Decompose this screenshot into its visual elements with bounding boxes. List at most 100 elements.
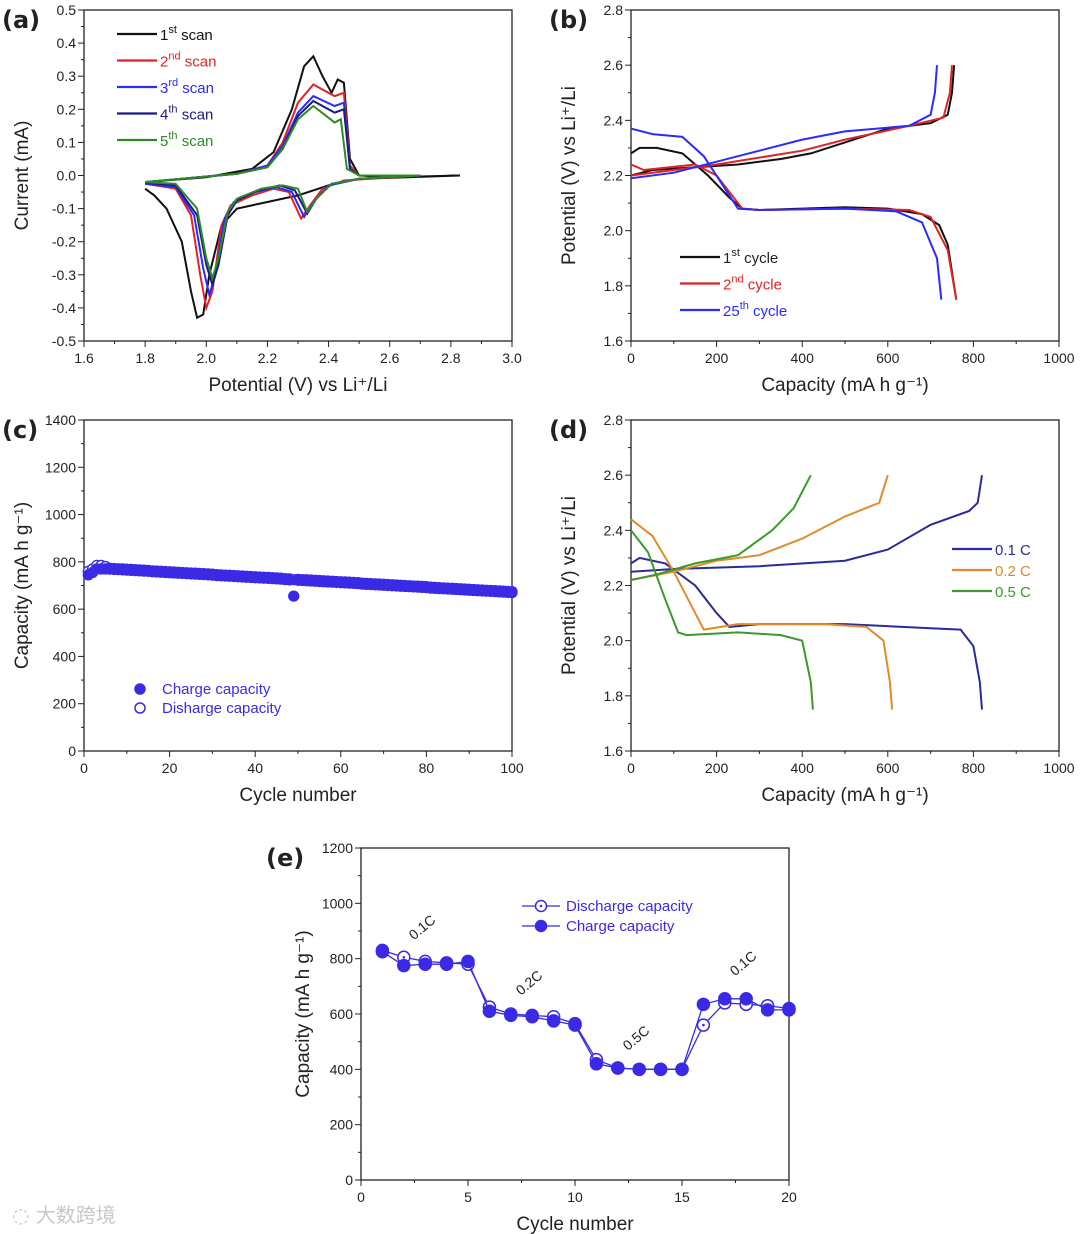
y-tick-label: 400 <box>53 648 77 664</box>
series-Charge-capacity <box>375 945 796 1077</box>
charge-curve <box>630 65 956 177</box>
legend-label: 5th scan <box>160 130 213 150</box>
charge-curve <box>630 475 983 573</box>
data-point <box>439 957 454 971</box>
x-tick-label: 10 <box>567 1189 583 1205</box>
y-tick-label: 1000 <box>45 507 76 523</box>
data-point <box>506 586 518 599</box>
discharge-curve <box>630 163 958 300</box>
discharge-curve <box>630 529 814 710</box>
x-tick-label: 600 <box>876 350 900 366</box>
data-point <box>611 1061 625 1075</box>
charge-curve <box>630 65 938 180</box>
panel-label: (a) <box>2 6 40 34</box>
y-tick-label: 0 <box>345 1172 353 1188</box>
y-tick-label: 2.6 <box>604 467 624 483</box>
x-tick-label: 200 <box>705 760 729 776</box>
x-tick-label: 80 <box>419 760 435 776</box>
series-0.2-C <box>630 474 894 710</box>
y-tick-label: 0 <box>68 743 76 759</box>
series-1st-cycle <box>630 65 958 300</box>
data-point-dot <box>702 1023 705 1027</box>
y-tick-label: 400 <box>330 1061 354 1077</box>
charge-curve <box>630 65 953 177</box>
series-2nd-cycle <box>630 65 958 300</box>
y-tick-label: 2.8 <box>604 412 624 428</box>
x-tick-label: 2.2 <box>258 350 278 366</box>
panel-c: 0 20 40 60 80 1000200400600800100012001400Cyc… <box>2 412 524 806</box>
y-tick-label: 2.0 <box>604 223 624 239</box>
data-point <box>546 1014 561 1028</box>
watermark: ◌ 大数跨境 <box>12 1203 116 1227</box>
x-tick-label: 0 <box>357 1189 365 1205</box>
data-point-dot <box>402 955 406 959</box>
y-tick-label: 2.0 <box>604 633 624 649</box>
legend-label: 25th cycle <box>723 300 787 320</box>
discharge-curve <box>630 127 943 300</box>
cv-curve <box>144 54 461 320</box>
y-tick-label: 1.6 <box>604 333 624 349</box>
data-point <box>568 1018 582 1032</box>
x-tick-label: 20 <box>162 760 178 776</box>
y-tick-label: -0.1 <box>52 201 76 217</box>
data-point <box>482 1004 497 1018</box>
x-axis-title: Capacity (mA h g⁻¹) <box>761 785 928 806</box>
x-tick-label: 600 <box>876 760 900 776</box>
series-0.5-C <box>630 474 814 710</box>
rate-annotation: 0.2C <box>513 967 546 998</box>
data-point <box>632 1062 646 1077</box>
y-tick-label: 2.8 <box>604 2 624 18</box>
y-tick-label: -0.2 <box>52 234 76 250</box>
legend-label: 2nd cycle <box>723 274 782 294</box>
legend-label: 0.1 C <box>995 542 1031 559</box>
legend-label: 1st scan <box>160 24 213 44</box>
legend-marker-dot <box>539 904 543 908</box>
legend-label: Disharge capacity <box>162 700 282 717</box>
legend-label: 2nd scan <box>160 51 216 71</box>
panel-d: 0 200 400 600 800 1000 1.6 1.8 2.0 2.2 2.4 2.6 2.8 Ca… <box>549 412 1075 806</box>
y-tick-label: 0.1 <box>57 134 77 150</box>
series-25th-cycle <box>630 65 943 300</box>
legend-marker <box>534 919 548 933</box>
y-tick-label: 1.8 <box>604 688 624 704</box>
y-tick-label: 0.0 <box>57 168 77 184</box>
y-tick-label: 600 <box>330 1006 354 1022</box>
y-tick-label: 0.3 <box>57 68 77 84</box>
y-tick-label: 1.6 <box>604 743 624 759</box>
series-Charge-capacity <box>82 563 518 602</box>
y-tick-label: -0.3 <box>52 267 76 283</box>
legend-label: Charge capacity <box>162 681 271 698</box>
y-axis-title: Potential (V) vs Li⁺/Li <box>559 86 580 265</box>
x-tick-label: 0 <box>80 760 88 776</box>
legend-label: Charge capacity <box>566 918 675 935</box>
y-axis-title: Current (mA) <box>12 121 33 231</box>
y-tick-label: 200 <box>53 696 77 712</box>
charge-curve <box>630 474 812 581</box>
panel-b: 0 200 400 600 800 1000 1.6 1.8 2.0 2.2 2.4 2.6 2.8 Ca… <box>549 2 1075 396</box>
x-tick-label: 20 <box>781 1189 797 1205</box>
x-tick-label: 2.6 <box>380 350 400 366</box>
data-point <box>718 992 732 1006</box>
series-2nd-scan <box>144 83 421 312</box>
x-axis-title: Potential (V) vs Li⁺/Li <box>209 375 388 396</box>
y-tick-label: 1.8 <box>604 278 624 294</box>
y-tick-label: 0.5 <box>57 2 77 18</box>
x-tick-label: 400 <box>791 350 815 366</box>
legend-label: 0.2 C <box>995 563 1031 580</box>
data-point <box>375 945 390 959</box>
data-point <box>397 958 411 973</box>
x-axis-title: Cycle number <box>239 785 357 806</box>
y-axis-title: Capacity (mA h g⁻¹) <box>293 930 314 1097</box>
x-tick-label: 5 <box>464 1189 472 1205</box>
legend-label: 0.5 C <box>995 584 1031 601</box>
x-tick-label: 2.4 <box>319 350 339 366</box>
y-tick-label: 800 <box>53 554 77 570</box>
x-tick-label: 15 <box>674 1189 690 1205</box>
y-tick-label: 2.2 <box>604 578 624 594</box>
data-point <box>675 1062 689 1077</box>
panel-a: 1.6 1.8 2.0 2.2 2.4 2.6 2.8 3.0 -0.5 -0.4 -0.3 -0.2… <box>2 2 522 396</box>
x-tick-label: 800 <box>962 760 986 776</box>
y-tick-label: 2.4 <box>604 112 624 128</box>
